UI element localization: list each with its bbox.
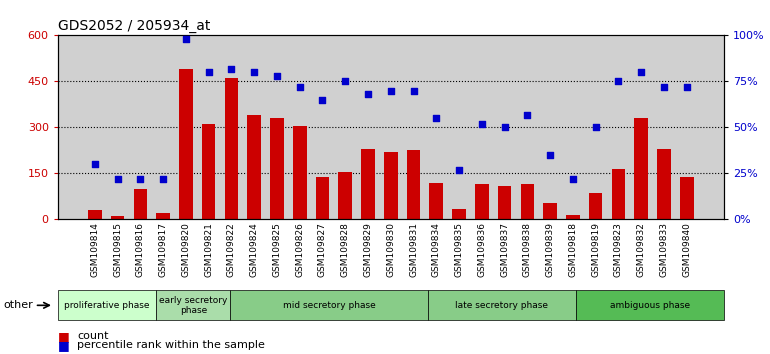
Text: early secretory
phase: early secretory phase — [159, 296, 228, 315]
Bar — [452, 209, 466, 219]
Text: ■: ■ — [58, 330, 69, 343]
Text: ambiguous phase: ambiguous phase — [610, 301, 690, 310]
Point — [339, 79, 351, 84]
Point — [179, 36, 192, 42]
Text: percentile rank within the sample: percentile rank within the sample — [77, 340, 265, 350]
Bar — [611, 169, 625, 219]
Point — [407, 88, 420, 93]
Point — [157, 176, 169, 182]
Bar — [475, 184, 489, 219]
Bar — [680, 177, 694, 219]
Point — [430, 115, 443, 121]
Bar — [179, 69, 192, 219]
Bar — [544, 202, 557, 219]
Bar — [316, 177, 330, 219]
Point — [681, 84, 693, 90]
Bar — [497, 186, 511, 219]
Text: proliferative phase: proliferative phase — [65, 301, 150, 310]
Bar — [339, 172, 352, 219]
Bar — [521, 184, 534, 219]
Point — [384, 88, 397, 93]
Bar — [156, 213, 170, 219]
Point — [203, 69, 215, 75]
Bar — [293, 126, 306, 219]
Bar — [88, 210, 102, 219]
Point — [567, 176, 579, 182]
Bar — [657, 149, 671, 219]
Bar — [430, 183, 443, 219]
Bar — [407, 150, 420, 219]
Bar — [589, 193, 602, 219]
Point — [226, 66, 238, 72]
Bar — [384, 152, 397, 219]
Bar — [225, 78, 238, 219]
Point — [544, 152, 556, 158]
Bar — [247, 115, 261, 219]
Bar — [361, 149, 375, 219]
Point — [134, 176, 146, 182]
Point — [362, 91, 374, 97]
Point — [658, 84, 670, 90]
Bar — [111, 216, 125, 219]
Point — [453, 167, 465, 173]
Bar — [566, 215, 580, 219]
Point — [89, 161, 101, 167]
Point — [248, 69, 260, 75]
Bar — [202, 124, 216, 219]
Bar — [270, 118, 284, 219]
Point — [612, 79, 624, 84]
Point — [293, 84, 306, 90]
Point — [521, 112, 534, 118]
Bar — [634, 118, 648, 219]
Point — [635, 69, 648, 75]
Text: mid secretory phase: mid secretory phase — [283, 301, 376, 310]
Point — [476, 121, 488, 127]
Text: GDS2052 / 205934_at: GDS2052 / 205934_at — [58, 19, 210, 33]
Text: ■: ■ — [58, 339, 69, 352]
Point — [498, 125, 511, 130]
Point — [590, 125, 602, 130]
Point — [112, 176, 124, 182]
Point — [316, 97, 329, 103]
Text: count: count — [77, 331, 109, 341]
Bar — [133, 189, 147, 219]
Point — [271, 73, 283, 79]
Text: late secretory phase: late secretory phase — [455, 301, 548, 310]
Text: other: other — [4, 300, 34, 310]
